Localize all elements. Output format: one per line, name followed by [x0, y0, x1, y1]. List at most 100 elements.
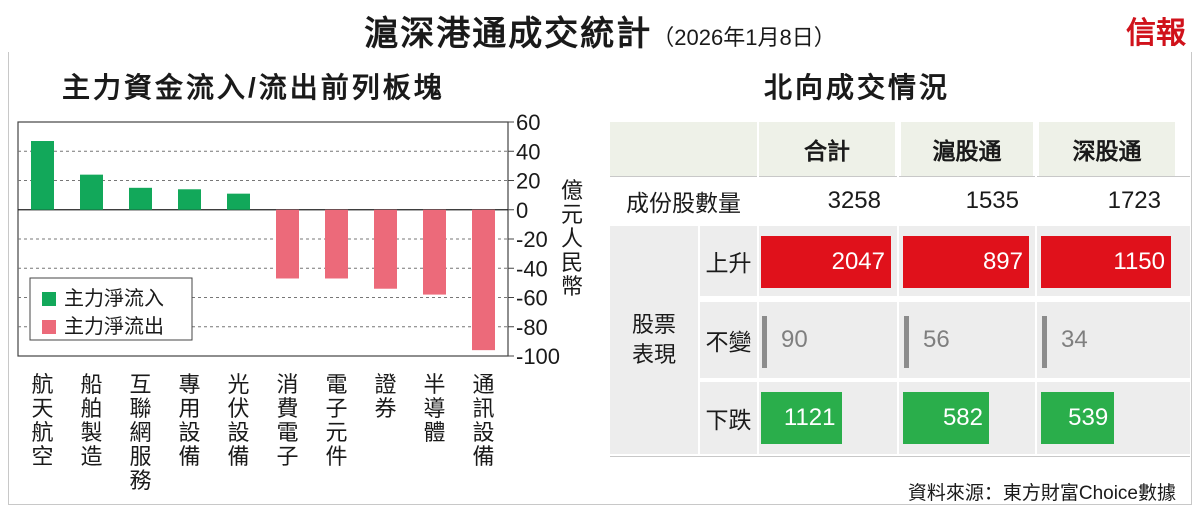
table-bottom-line: [610, 456, 1190, 457]
constituents-value: 1723: [1107, 187, 1161, 214]
flat-marker: [904, 316, 909, 368]
legend-label: 主力淨流入: [64, 287, 164, 310]
bar-outflow: [374, 209, 397, 289]
category-label-char: 備: [472, 444, 494, 469]
category-label-char: 費: [276, 396, 298, 421]
flat-value: 90: [781, 326, 808, 353]
left-panel-title: 主力資金流入/流出前列板塊: [62, 72, 445, 103]
category-label-char: 訊: [472, 396, 494, 421]
bar-outflow: [472, 209, 495, 351]
category-label-char: 務: [129, 468, 151, 493]
category-label-char: 伏: [227, 396, 249, 421]
flow-bar-chart: 6040200-20-40-60-80-100億元人民幣航天航空船舶製造互聯網服…: [17, 110, 583, 493]
column-separator: [897, 122, 899, 454]
category-label-char: 備: [227, 444, 249, 469]
category-label-char: 空: [31, 444, 53, 469]
flat-marker: [1042, 316, 1047, 368]
category-label-char: 舶: [80, 396, 102, 421]
main-title: 滬深港通成交統計（2026年1月8日）: [0, 6, 1200, 55]
category-label-char: 專: [178, 372, 200, 397]
y-axis-label-char: 元: [561, 202, 583, 227]
legend-box: [29, 277, 193, 341]
down-bar: 582: [903, 392, 989, 444]
constituents-label: 成份股數量: [626, 190, 741, 216]
brand-logo: 信報: [1126, 16, 1186, 51]
bar-outflow: [276, 209, 299, 279]
y-axis-label-char: 幣: [561, 274, 583, 299]
y-axis-label-char: 人: [561, 226, 583, 251]
category-label-char: 備: [178, 444, 200, 469]
y-tick-label: 60: [516, 110, 540, 135]
header-1: 滬股通: [899, 122, 1033, 176]
category-label-char: 網: [129, 420, 151, 445]
flat-value: 34: [1061, 326, 1088, 353]
category-label-char: 體: [423, 420, 445, 445]
bar-outflow: [423, 209, 446, 295]
group-label-line: 表現: [631, 342, 676, 367]
category-label-char: 互: [129, 372, 151, 397]
column-separator: [1035, 122, 1037, 454]
bar-inflow: [178, 189, 201, 210]
legend-label: 主力淨流出: [64, 315, 164, 338]
y-axis-label-char: 億: [561, 178, 583, 203]
constituents-value: 3258: [827, 187, 881, 214]
category-label-char: 服: [129, 444, 151, 469]
right-panel-title: 北向成交情況: [764, 72, 951, 103]
content-frame: [8, 52, 1192, 505]
row-label-flat: 不變: [700, 302, 757, 378]
row-divider: [610, 176, 1190, 177]
category-label-char: 製: [80, 420, 102, 445]
y-tick-label: -20: [516, 227, 548, 252]
category-label-char: 通: [472, 372, 494, 397]
category-label-char: 件: [325, 444, 347, 469]
y-tick-label: 20: [516, 169, 540, 194]
y-tick-label: -80: [516, 315, 548, 340]
row-bg-flat: [757, 302, 1190, 378]
category-label-char: 天: [31, 396, 53, 421]
flat-marker: [762, 316, 767, 368]
header-0: 合計: [757, 122, 895, 176]
title-text: 滬深港通成交統計: [364, 15, 653, 53]
category-label-char: 元: [325, 420, 347, 445]
category-label-char: 消: [276, 372, 298, 397]
category-label-char: 子: [325, 396, 347, 421]
y-tick-label: 40: [516, 139, 540, 164]
category-label-char: 用: [178, 396, 200, 421]
bar-inflow: [227, 193, 250, 210]
row-label-up: 上升: [700, 226, 757, 296]
category-label-char: 聯: [129, 396, 151, 421]
legend-swatch: [42, 320, 56, 334]
source-note: 資料來源：東方財富Choice數據: [907, 483, 1176, 504]
down-bar: 539: [1041, 392, 1115, 444]
category-label-char: 證: [374, 372, 396, 397]
category-label-char: 子: [276, 444, 298, 469]
row-label-down: 下跌: [700, 382, 757, 454]
flat-value: 56: [923, 326, 950, 353]
up-bar: 2047: [761, 236, 891, 288]
category-label-char: 航: [31, 420, 53, 445]
up-bar: 1150: [1041, 236, 1171, 288]
category-label-char: 電: [325, 372, 347, 397]
category-label-char: 船: [80, 372, 102, 397]
down-bar: 1121: [761, 392, 842, 444]
group-label-line: 股票: [631, 312, 676, 337]
category-label-char: 設: [178, 420, 200, 445]
bar-inflow: [31, 141, 54, 210]
category-label-char: 造: [80, 444, 102, 469]
category-label-char: 導: [423, 396, 445, 421]
category-label-char: 航: [31, 372, 53, 397]
header-2: 深股通: [1037, 122, 1175, 176]
category-label-char: 設: [227, 420, 249, 445]
constituents-value: 1535: [965, 187, 1019, 214]
legend-swatch: [42, 292, 56, 306]
header-blank: [610, 122, 757, 176]
bar-inflow: [80, 174, 103, 210]
up-bar: 897: [903, 236, 1029, 288]
category-label-char: 設: [472, 420, 494, 445]
category-label-char: 券: [374, 396, 396, 421]
category-label-char: 半: [423, 372, 445, 397]
y-tick-label: -100: [516, 344, 560, 369]
title-date: （2026年1月8日）: [652, 25, 836, 50]
category-label-char: 光: [227, 372, 249, 397]
performance-group-label: 股票 表現: [610, 226, 698, 454]
